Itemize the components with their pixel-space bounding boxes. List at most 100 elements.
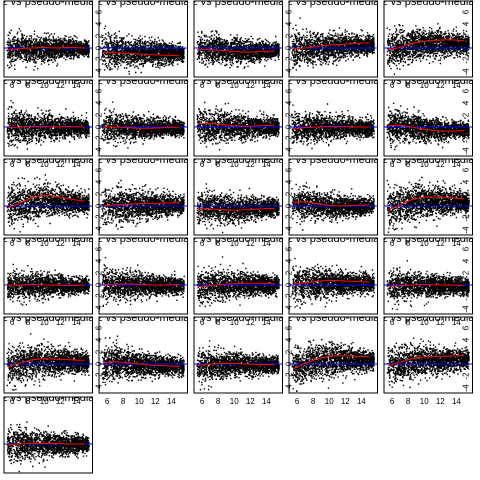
x-tick-label: 8 (311, 397, 316, 406)
panel-frame (3, 237, 93, 315)
x-tick-label: 6 (390, 318, 395, 327)
panel-content: gz vs pseudo-median (289, 1, 378, 71)
panel-frame (3, 396, 93, 474)
y-tick-label: 4 (462, 179, 471, 184)
x-tick-label: 10 (230, 318, 239, 327)
panel-content: gz vs pseudo-median (0, 154, 101, 233)
x-tick-label: 12 (56, 397, 65, 406)
x-tick-label: 6 (390, 397, 395, 406)
panel-title: gz vs pseudo-median (186, 312, 291, 324)
x-tick-label: 10 (40, 318, 49, 327)
x-tick-label: 6 (10, 160, 15, 169)
panel-frame (98, 237, 188, 315)
panel-title: gz vs pseudo-median (0, 154, 101, 166)
panel-title: gz vs pseudo-median (186, 0, 291, 8)
x-tick-label: 14 (262, 81, 271, 90)
loess-trend-line (7, 125, 85, 129)
x-tick-label: 6 (105, 397, 110, 406)
scatter-points (291, 17, 375, 71)
x-tick-label: 8 (216, 81, 221, 90)
x-tick-label: 10 (230, 397, 239, 406)
x-tick-label: 14 (452, 397, 461, 406)
panel-content: gz vs pseudo-median (186, 312, 291, 391)
x-tick-label: 10 (230, 239, 239, 248)
x-tick-label: 6 (200, 81, 205, 90)
panel-24: gz vs pseudo-median 6 8 10 12 14 (281, 312, 386, 406)
panel-title: gz vs pseudo-median (281, 154, 386, 166)
panel-content: gz vs pseudo-median (91, 312, 196, 386)
y-tick-label: 2 (462, 270, 471, 275)
x-tick-label: 12 (436, 397, 445, 406)
y-tick-label: -4 (462, 305, 471, 313)
panel-title: gz vs pseudo-median (376, 154, 480, 166)
x-tick-label: 6 (390, 81, 395, 90)
panel-26: gz vs pseudo-median (3, 396, 93, 474)
panel-25: gz vs pseudo-median -4 -2 0 2 4 6 6 8 10 12 14 (383, 316, 473, 406)
panel-title: gz vs pseudo-median (91, 312, 196, 324)
x-tick-label: 6 (10, 318, 15, 327)
y-tick-label: -2 (462, 372, 471, 380)
loess-trend-line (102, 202, 180, 207)
panel-7: gz vs pseudo-median (98, 79, 188, 157)
x-tick-label: 12 (436, 239, 445, 248)
panel-frame (288, 316, 378, 394)
x-tick-label: 14 (262, 397, 271, 406)
scatter-points (196, 183, 280, 234)
panel-frame (383, 158, 473, 236)
x-tick-label: 10 (420, 81, 429, 90)
x-tick-label: 8 (216, 239, 221, 248)
x-tick-label: 12 (56, 81, 65, 90)
panel-content: gz vs pseudo-median (0, 312, 101, 393)
scatter-points (291, 257, 375, 309)
panel-22: gz vs pseudo-median 6 8 10 12 14 (91, 312, 196, 406)
panel-title: gz vs pseudo-median (186, 75, 291, 87)
x-tick-label: 8 (26, 160, 31, 169)
loess-trend-line (102, 361, 180, 367)
y-tick-label: -4 (462, 68, 471, 76)
loess-trend-line (8, 283, 85, 287)
loess-trend-line (292, 355, 370, 370)
y-tick-label: -4 (462, 226, 471, 234)
scatter-points (101, 179, 185, 230)
scatter-points (386, 102, 470, 151)
panel-content: gz vs pseudo-median (194, 238, 283, 308)
y-tick-label: -4 (462, 147, 471, 155)
panel-content: gz vs pseudo-median (289, 80, 378, 150)
panel-frame (193, 237, 283, 315)
panel-frame (288, 79, 378, 157)
panel-title: gz vs pseudo-median (281, 312, 386, 324)
panel-content: gz vs pseudo-median (99, 238, 188, 307)
y-tick-label: -4 (462, 384, 471, 392)
panel-frame (98, 0, 188, 78)
scatter-points (6, 174, 90, 233)
loess-trend-line (102, 51, 180, 57)
x-tick-label: 10 (420, 318, 429, 327)
x-tick-label: 10 (230, 81, 239, 90)
x-tick-label: 10 (135, 397, 144, 406)
y-tick-label: 4 (462, 337, 471, 342)
panel-17: gz vs pseudo-median (98, 237, 188, 315)
panel-frame (383, 79, 473, 157)
x-tick-label: 8 (406, 81, 411, 90)
panel-title: gz vs pseudo-median (91, 154, 196, 166)
panel-title: gz vs pseudo-median (0, 312, 101, 324)
panel-frame (98, 158, 188, 236)
panel-content: gz vs pseudo-median (376, 154, 480, 233)
scatter-points (6, 28, 90, 71)
x-tick-label: 12 (246, 239, 255, 248)
scatter-points (386, 337, 470, 389)
x-tick-label: 6 (10, 81, 15, 90)
loess-trend-line (197, 48, 275, 53)
y-tick-label: 0 (462, 282, 471, 287)
panel-content: gz vs pseudo-median (186, 154, 291, 234)
panel-title: gz vs pseudo-median (186, 154, 291, 166)
loess-trend-line (292, 125, 370, 130)
y-tick-label: -2 (462, 293, 471, 301)
panel-frame (288, 237, 378, 315)
panel-frame (383, 316, 473, 394)
